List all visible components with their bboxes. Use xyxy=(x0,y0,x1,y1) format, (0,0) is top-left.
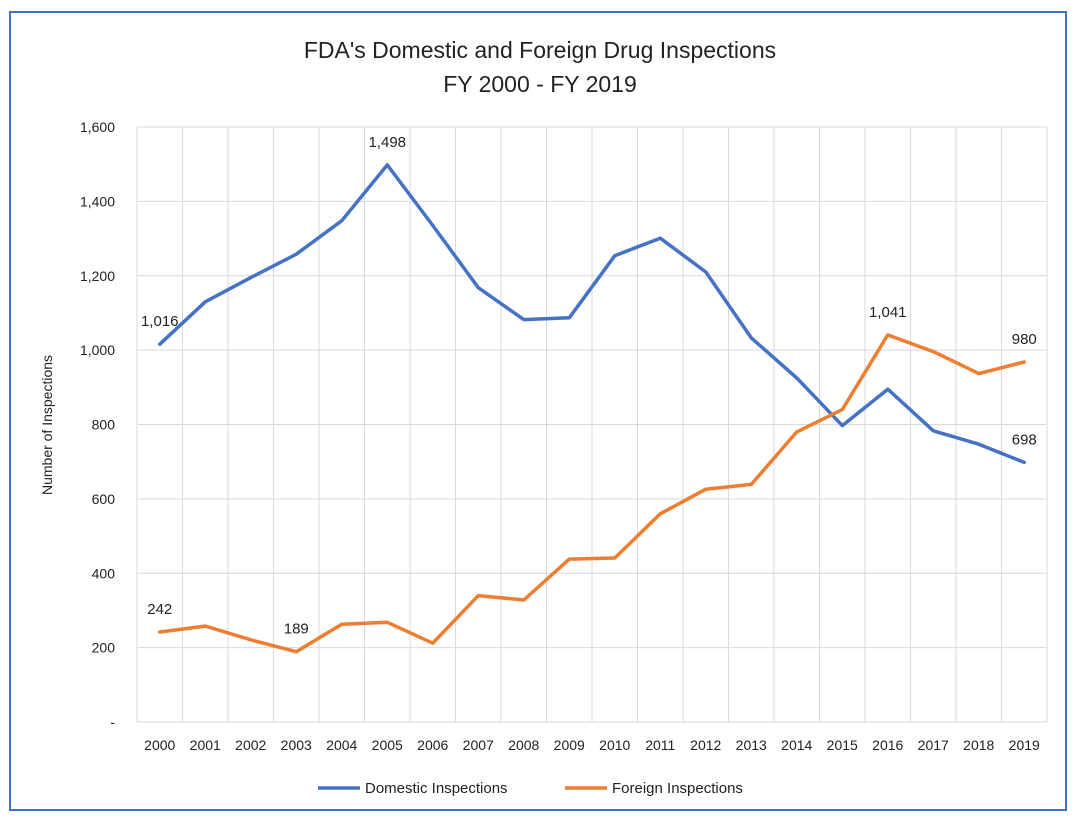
y-axis-label: Number of Inspections xyxy=(39,355,55,495)
data-label: 1,041 xyxy=(869,304,907,321)
x-tick-label: 2014 xyxy=(781,737,812,753)
series-line-1 xyxy=(158,333,1027,654)
legend-entry: Domestic Inspections xyxy=(365,780,508,797)
y-tick-label: - xyxy=(110,714,115,730)
x-tick-label: 2015 xyxy=(827,737,858,753)
data-label: 1,016 xyxy=(141,313,179,330)
x-tick-label: 2000 xyxy=(144,737,175,753)
x-axis-ticks: 2000 2001 2002 2003 2004 2005 2006 2007 2008 2009… xyxy=(144,737,1040,753)
data-label: 242 xyxy=(147,601,172,618)
x-tick-label: 2008 xyxy=(508,737,539,753)
x-tick-label: 2009 xyxy=(554,737,585,753)
x-tick-label: 2018 xyxy=(963,737,994,753)
x-tick-label: 2001 xyxy=(190,737,221,753)
x-tick-label: 2012 xyxy=(690,737,721,753)
chart-title-line-1: FDA's Domestic and Foreign Drug Inspecti… xyxy=(304,37,776,63)
x-tick-label: 2011 xyxy=(645,737,675,753)
chart-frame xyxy=(9,11,1067,811)
x-tick-label: 2006 xyxy=(417,737,448,753)
x-tick-label: 2017 xyxy=(918,737,949,753)
x-tick-label: 2016 xyxy=(872,737,903,753)
series-lines xyxy=(158,163,1027,654)
data-label: 980 xyxy=(1012,331,1037,348)
legend-entry: Foreign Inspections xyxy=(612,780,743,797)
x-tick-label: 2007 xyxy=(463,737,494,753)
y-axis-ticks: - 200 400 600 800 1,000 1,200 1,400 1,600 xyxy=(80,119,115,730)
data-label: 189 xyxy=(284,621,309,638)
y-tick-label: 1,000 xyxy=(80,342,115,358)
data-label: 1,498 xyxy=(368,134,406,151)
chart-title-line-2: FY 2000 - FY 2019 xyxy=(443,71,637,97)
x-tick-label: 2005 xyxy=(372,737,403,753)
y-tick-label: 1,200 xyxy=(80,268,115,284)
gridlines xyxy=(136,126,1048,723)
y-tick-label: 600 xyxy=(92,491,116,507)
y-tick-label: 400 xyxy=(92,565,116,581)
x-tick-label: 2003 xyxy=(281,737,312,753)
y-tick-label: 800 xyxy=(92,417,116,433)
x-tick-label: 2019 xyxy=(1009,737,1040,753)
data-label: 698 xyxy=(1012,431,1037,448)
y-tick-label: 1,400 xyxy=(80,193,115,209)
x-tick-label: 2002 xyxy=(235,737,266,753)
y-tick-label: 1,600 xyxy=(80,119,115,135)
x-tick-label: 2010 xyxy=(599,737,630,753)
data-labels: 1,016 1,498 698 242 189 1,041 980 xyxy=(141,134,1037,638)
x-tick-label: 2004 xyxy=(326,737,357,753)
legend: Domestic Inspections Foreign Inspections xyxy=(318,780,743,797)
y-tick-label: 200 xyxy=(92,640,116,656)
x-tick-label: 2013 xyxy=(736,737,767,753)
series-line-0 xyxy=(158,163,1027,465)
